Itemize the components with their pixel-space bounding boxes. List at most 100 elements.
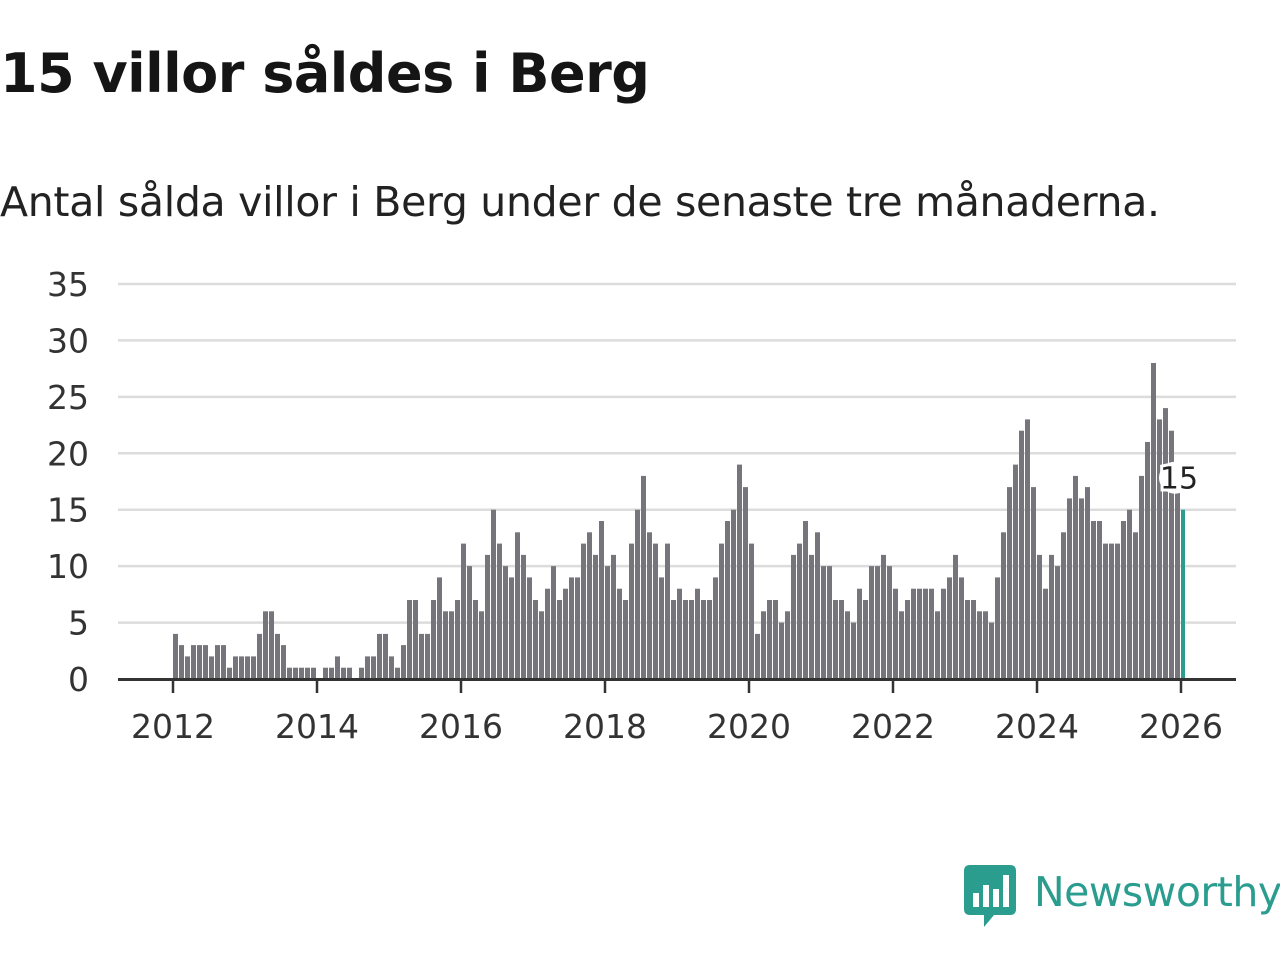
bar [227, 667, 232, 679]
bar [1133, 532, 1138, 679]
newsworthy-logo[interactable]: Newsworthy [964, 864, 1280, 928]
bar [815, 532, 820, 679]
bar [395, 667, 400, 679]
bar [233, 656, 238, 679]
bar [725, 521, 730, 679]
bar [371, 656, 376, 679]
bar [515, 532, 520, 679]
bar [1013, 464, 1018, 679]
bar [707, 600, 712, 679]
bar [1001, 532, 1006, 679]
bar [1169, 430, 1174, 679]
bar [1097, 521, 1102, 679]
bar [731, 509, 736, 679]
bar [437, 577, 442, 679]
bar [203, 645, 208, 679]
bar [971, 600, 976, 679]
bar [737, 464, 742, 679]
bar [479, 611, 484, 679]
bar [1049, 554, 1054, 679]
bar [839, 600, 844, 679]
bar [809, 554, 814, 679]
bar [947, 577, 952, 679]
x-tick-label: 2016 [419, 707, 503, 746]
bar [431, 600, 436, 679]
bar [881, 554, 886, 679]
bar [251, 656, 256, 679]
bar [743, 487, 748, 679]
bar [1103, 543, 1108, 679]
annotation-label: 15 [1160, 462, 1198, 497]
y-tick-label: 15 [47, 491, 89, 530]
y-tick-label: 5 [68, 604, 89, 643]
bar [803, 521, 808, 679]
bar [545, 588, 550, 679]
y-tick-label: 30 [47, 321, 89, 360]
bar [245, 656, 250, 679]
bar [311, 667, 316, 679]
bar [1115, 543, 1120, 679]
bar [521, 554, 526, 679]
bar [1175, 487, 1180, 679]
bar [677, 588, 682, 679]
bar [1163, 408, 1168, 679]
annotation-halo [1159, 461, 1191, 494]
bar [575, 577, 580, 679]
bar [1019, 430, 1024, 679]
bar [1091, 521, 1096, 679]
bar [989, 622, 994, 679]
bar [653, 543, 658, 679]
bar [1073, 475, 1078, 679]
bar [365, 656, 370, 679]
bar [281, 645, 286, 679]
bar [533, 600, 538, 679]
bar [407, 600, 412, 679]
bar [269, 611, 274, 679]
bar [335, 656, 340, 679]
bar [257, 633, 262, 679]
bar [197, 645, 202, 679]
bar [359, 667, 364, 679]
bar [1085, 487, 1090, 679]
bar [719, 543, 724, 679]
bar [935, 611, 940, 679]
bar [635, 509, 640, 679]
bar [347, 667, 352, 679]
bar [749, 543, 754, 679]
bar [1151, 363, 1156, 679]
bar [683, 600, 688, 679]
bar [845, 611, 850, 679]
bar [599, 521, 604, 679]
bar [461, 543, 466, 679]
bar [1037, 554, 1042, 679]
x-tick-label: 2018 [563, 707, 647, 746]
bar [419, 633, 424, 679]
bar [923, 588, 928, 679]
bar [1145, 442, 1150, 679]
bar [827, 566, 832, 679]
bar [965, 600, 970, 679]
bar [779, 622, 784, 679]
bar [953, 554, 958, 679]
bar [959, 577, 964, 679]
bar [1157, 419, 1162, 679]
bar [473, 600, 478, 679]
x-tick-label: 2024 [995, 707, 1079, 746]
bar [563, 588, 568, 679]
bar [671, 600, 676, 679]
bar [485, 554, 490, 679]
bar [857, 588, 862, 679]
bar [983, 611, 988, 679]
bar [1061, 532, 1066, 679]
bar [401, 645, 406, 679]
bar [1007, 487, 1012, 679]
bar [797, 543, 802, 679]
bar [617, 588, 622, 679]
bar [1031, 487, 1036, 679]
bar [413, 600, 418, 679]
bar [785, 611, 790, 679]
bar [1121, 521, 1126, 679]
bar [1127, 509, 1132, 679]
bar [911, 588, 916, 679]
bar [629, 543, 634, 679]
